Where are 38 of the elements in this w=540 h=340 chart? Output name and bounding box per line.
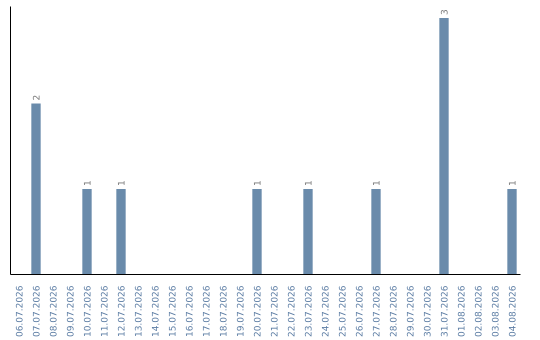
x-tick-label: 14.07.2026: [152, 285, 162, 338]
x-tick-label: 04.08.2026: [508, 285, 518, 338]
x-tick-label: 15.07.2026: [168, 285, 178, 338]
x-tick-label: 02.08.2026: [474, 285, 484, 338]
x-tick-label: 12.07.2026: [118, 285, 128, 338]
x-tick-label: 24.07.2026: [322, 285, 332, 338]
x-tick-label: 28.07.2026: [390, 285, 400, 338]
x-tick-label: 01.08.2026: [458, 285, 468, 338]
data-label: 1: [118, 180, 128, 186]
x-tick-label: 30.07.2026: [424, 285, 434, 338]
x-tick-label: 17.07.2026: [202, 285, 212, 338]
x-tick-label: 22.07.2026: [288, 285, 298, 338]
data-label: 1: [304, 180, 314, 186]
x-tick-label: 16.07.2026: [186, 285, 196, 338]
x-tick-label: 27.07.2026: [372, 285, 382, 338]
x-tick-label: 25.07.2026: [338, 285, 348, 338]
x-tick-label: 11.07.2026: [100, 285, 110, 338]
x-tick-label: 20.07.2026: [254, 285, 264, 338]
data-label: 1: [254, 180, 264, 186]
x-tick-label: 08.07.2026: [50, 285, 60, 338]
x-tick-label: 09.07.2026: [66, 285, 76, 338]
data-label: 1: [84, 180, 94, 186]
x-tick-label: 03.08.2026: [492, 285, 502, 338]
data-label: 1: [508, 180, 518, 186]
x-tick-label: 10.07.2026: [84, 285, 94, 338]
x-tick-label: 31.07.2026: [440, 285, 450, 338]
x-tick-label: 18.07.2026: [220, 285, 230, 338]
x-tick-label: 07.07.2026: [32, 285, 42, 338]
data-label: 2: [32, 94, 42, 101]
x-tick-label: 19.07.2026: [236, 285, 246, 338]
data-label: 1: [372, 180, 382, 186]
x-tick-label: 06.07.2026: [16, 285, 26, 338]
x-tick-label: 26.07.2026: [356, 285, 366, 338]
data-label: 3: [440, 9, 450, 16]
x-tick-label: 13.07.2026: [134, 285, 144, 338]
x-tick-label: 23.07.2026: [304, 285, 314, 338]
x-tick-label: 29.07.2026: [406, 285, 416, 338]
x-tick-label: 21.07.2026: [270, 285, 280, 338]
